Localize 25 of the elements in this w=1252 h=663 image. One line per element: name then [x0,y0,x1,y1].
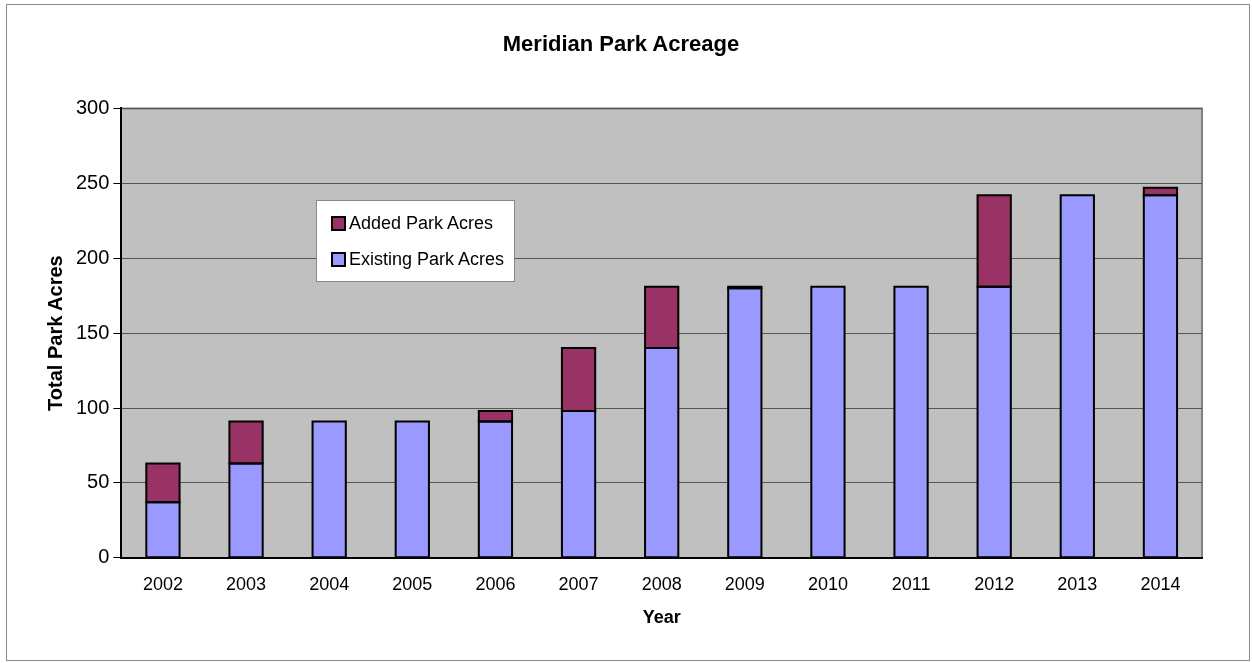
x-tick-label: 2009 [724,573,765,594]
chart-title: Meridian Park Acreage [502,31,740,57]
y-tick-label: 100 [75,395,110,418]
y-tick-label: 50 [87,470,110,493]
y-tick-label: 200 [75,245,110,268]
x-tick-label: 2006 [475,573,516,594]
x-axis-title: Year [642,607,681,628]
x-tick-label: 2007 [558,573,599,594]
x-tick-label: 2010 [807,573,848,594]
x-tick-label: 2012 [974,573,1015,594]
x-tick-label: 2013 [1057,573,1098,594]
legend-label: Added Park Acres [348,212,493,234]
x-tick-label: 2008 [641,573,682,594]
y-axis-title: Total Park Acres [43,255,66,411]
x-tick-label: 2002 [142,573,183,594]
legend-label: Existing Park Acres [348,248,504,270]
y-tick-label: 0 [98,545,110,568]
x-tick-label: 2014 [1140,573,1181,594]
x-tick-label: 2011 [891,573,931,594]
y-tick-label: 300 [75,95,110,118]
x-tick-label: 2004 [309,573,350,594]
y-tick-label: 250 [75,170,110,193]
x-tick-label: 2003 [226,573,267,594]
x-tick-label: 2005 [392,573,433,594]
y-tick-label: 150 [75,320,110,343]
